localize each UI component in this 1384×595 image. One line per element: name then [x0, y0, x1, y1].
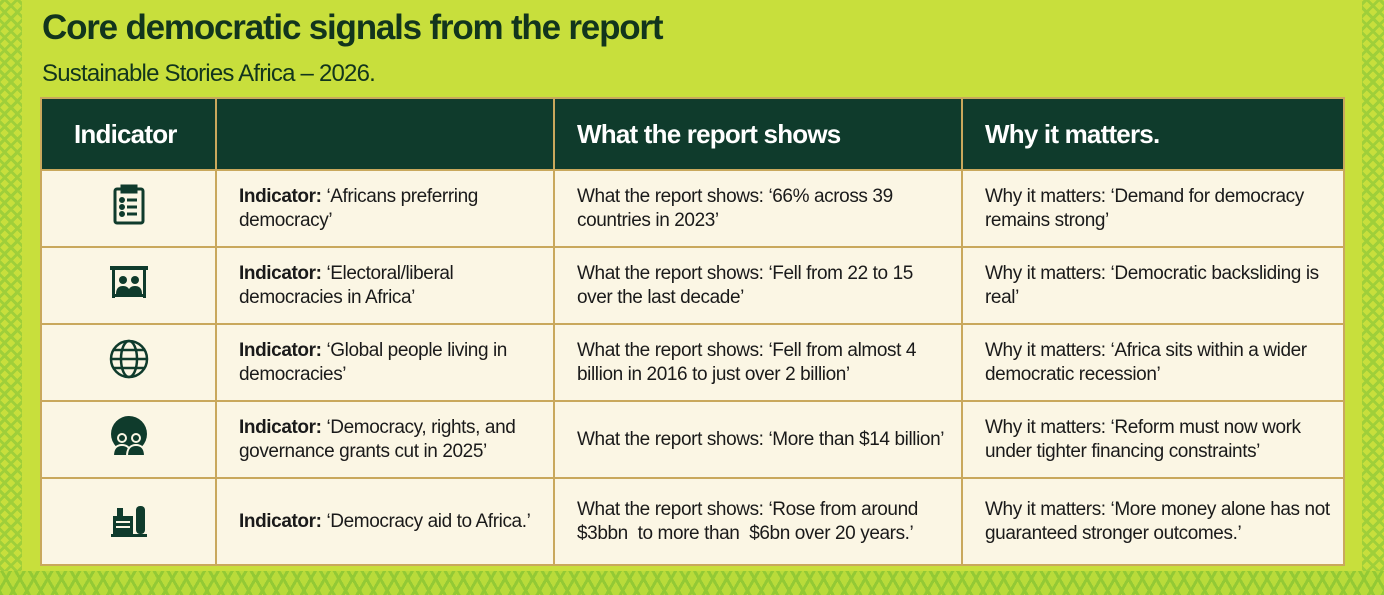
signals-table: Indicator What the report shows Why it m… — [40, 97, 1345, 566]
page-subtitle: Sustainable Stories Africa – 2026. — [42, 60, 376, 87]
table-row: Indicator: ‘Democracy aid to Africa.’ Wh… — [40, 477, 1345, 566]
indicator-cell: Indicator: ‘Electoral/liberal democracie… — [215, 246, 555, 325]
decorative-border-right — [1362, 0, 1384, 595]
matters-cell: Why it matters: ‘More money alone has no… — [961, 477, 1345, 566]
voters-booth-icon — [109, 266, 148, 298]
building-aid-icon — [110, 506, 147, 537]
page-title: Core democratic signals from the report — [42, 8, 664, 47]
header-indicator: Indicator — [40, 97, 217, 171]
shows-cell: What the report shows: ‘Rose from around… — [553, 477, 963, 566]
matters-cell: Why it matters: ‘Africa sits within a wi… — [961, 323, 1345, 402]
shows-cell: What the report shows: ‘Fell from 22 to … — [553, 246, 963, 325]
shows-cell: What the report shows: ‘Fell from almost… — [553, 323, 963, 402]
people-globe-icon — [110, 416, 147, 457]
indicator-cell: Indicator: ‘Global people living in demo… — [215, 323, 555, 402]
indicator-cell: Indicator: ‘Democracy aid to Africa.’ — [215, 477, 555, 566]
clipboard-list-icon — [113, 184, 144, 225]
table-row: Indicator: ‘Electoral/liberal democracie… — [40, 246, 1345, 325]
table-row: Indicator: ‘Global people living in demo… — [40, 323, 1345, 402]
shows-cell: What the report shows: ‘66% across 39 co… — [553, 169, 963, 248]
decorative-border-left — [0, 0, 22, 595]
table-row: Indicator: ‘Africans preferring democrac… — [40, 169, 1345, 248]
matters-cell: Why it matters: ‘Democratic backsliding … — [961, 246, 1345, 325]
header-why-it-matters: Why it matters. — [961, 97, 1345, 171]
matters-cell: Why it matters: ‘Reform must now work un… — [961, 400, 1345, 479]
globe-icon — [109, 339, 148, 379]
matters-cell: Why it matters: ‘Demand for democracy re… — [961, 169, 1345, 248]
table-header-row: Indicator What the report shows Why it m… — [40, 97, 1345, 171]
shows-cell: What the report shows: ‘More than $14 bi… — [553, 400, 963, 479]
header-blank — [215, 97, 555, 171]
indicator-cell: Indicator: ‘Africans preferring democrac… — [215, 169, 555, 248]
table-row: Indicator: ‘Democracy, rights, and gover… — [40, 400, 1345, 479]
decorative-border-bottom — [0, 571, 1384, 595]
indicator-cell: Indicator: ‘Democracy, rights, and gover… — [215, 400, 555, 479]
header-what-report-shows: What the report shows — [553, 97, 963, 171]
